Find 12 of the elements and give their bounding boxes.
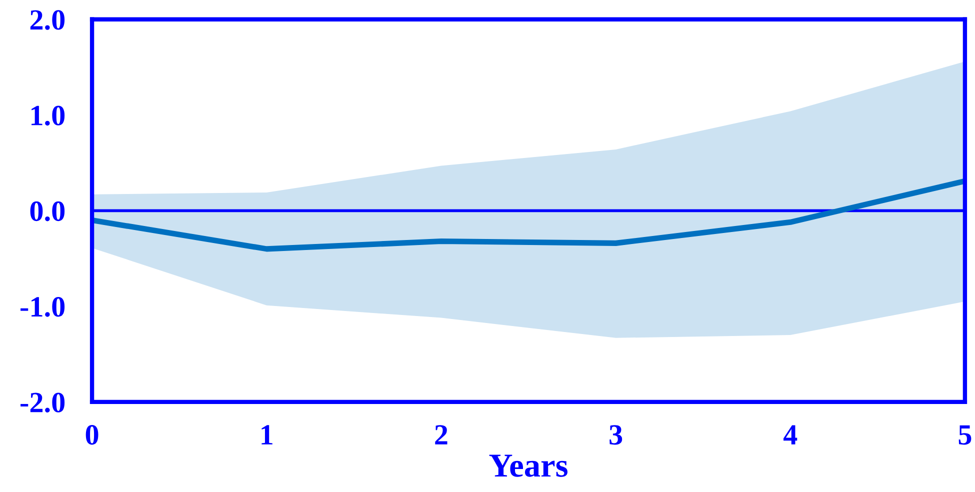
y-tick-label: 2.0 (30, 10, 65, 30)
x-tick-label: 1 (262, 425, 272, 444)
y-tick-label: -1.0 (20, 297, 65, 317)
x-tick-label: 0 (86, 425, 98, 445)
y-tick-label: -2.0 (20, 392, 65, 412)
x-tick-label: 5 (958, 425, 972, 445)
x-axis-title: Years (489, 454, 568, 477)
y-tick-label: 0.0 (30, 201, 65, 222)
x-tick-label: 2 (435, 425, 448, 444)
x-tick-label: 4 (783, 425, 798, 444)
y-tick-label: 1.0 (32, 106, 65, 126)
x-tick-label: 3 (610, 425, 622, 445)
